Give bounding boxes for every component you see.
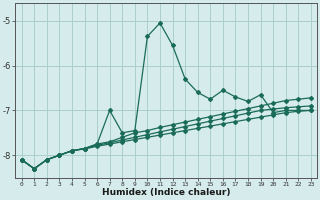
X-axis label: Humidex (Indice chaleur): Humidex (Indice chaleur) — [102, 188, 230, 197]
